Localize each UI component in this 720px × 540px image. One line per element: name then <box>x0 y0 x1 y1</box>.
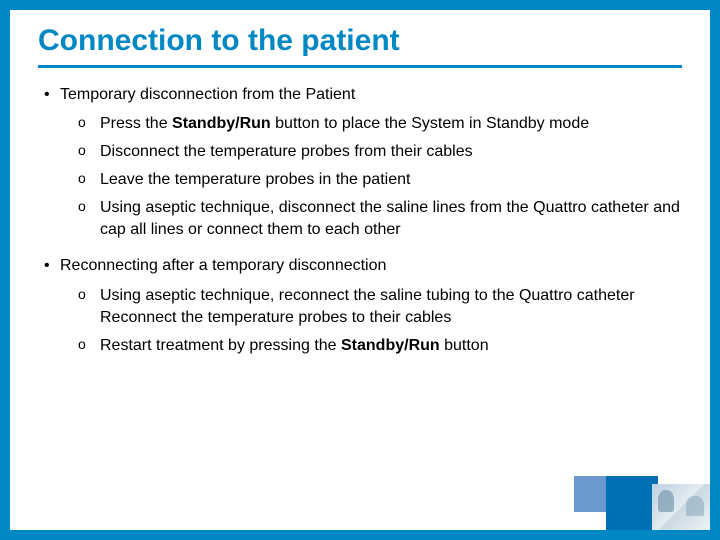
text: Press the <box>100 115 172 132</box>
title-rule <box>38 65 682 68</box>
text: button to place the System in Standby mo… <box>271 115 589 132</box>
section-disconnect: Temporary disconnection from the Patient… <box>38 84 682 242</box>
section-lead: Reconnecting after a temporary disconnec… <box>38 255 682 277</box>
list-item: Using aseptic technique, disconnect the … <box>38 197 682 241</box>
list-item: Restart treatment by pressing the Standb… <box>38 335 682 357</box>
bold-text: Standby/Run <box>341 337 440 354</box>
section-reconnect: Reconnecting after a temporary disconnec… <box>38 255 682 357</box>
decor-photo-icon <box>652 484 710 530</box>
list-item: Using aseptic technique, reconnect the s… <box>38 285 682 329</box>
text: button <box>440 337 489 354</box>
decor-block-icon <box>606 476 658 530</box>
decor-square-icon <box>574 476 610 512</box>
list-item: Disconnect the temperature probes from t… <box>38 141 682 163</box>
slide-content: Connection to the patient Temporary disc… <box>10 10 710 530</box>
bold-text: Standby/Run <box>172 115 271 132</box>
list-item: Press the Standby/Run button to place th… <box>38 113 682 135</box>
slide-title: Connection to the patient <box>38 24 682 59</box>
list-item: Leave the temperature probes in the pati… <box>38 169 682 191</box>
text: Restart treatment by pressing the <box>100 337 341 354</box>
section-lead: Temporary disconnection from the Patient <box>38 84 682 106</box>
